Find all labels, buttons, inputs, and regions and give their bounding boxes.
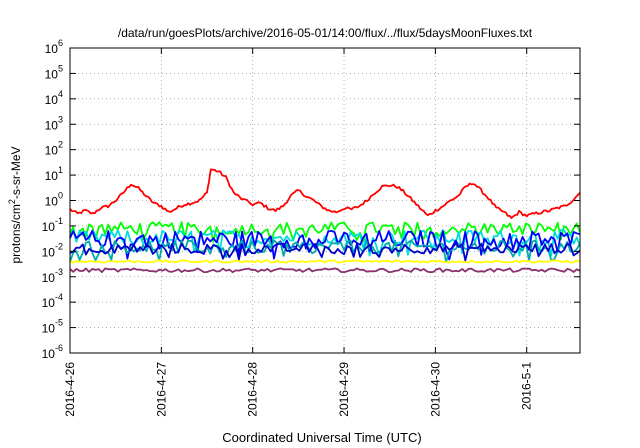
x-tick-label: 2016-5-1 [520, 362, 534, 410]
y-tick-label: 102 [45, 140, 63, 158]
series-line-6 [69, 259, 581, 264]
series-line-0 [69, 168, 581, 219]
y-tick-label: 104 [45, 89, 63, 107]
x-tick-label: 2016-4-29 [337, 362, 351, 417]
series-line-7 [69, 267, 581, 274]
x-axis-label: Coordinated Universal Time (UTC) [222, 430, 421, 445]
y-tick-label: 10-3 [42, 267, 63, 285]
x-tick-label: 2016-4-27 [154, 362, 168, 417]
grid [70, 48, 580, 353]
chart-title: /data/run/goesPlots/archive/2016-05-01/1… [118, 26, 533, 40]
x-tick-label: 2016-4-28 [246, 362, 260, 417]
y-tick-label: 101 [45, 165, 63, 183]
series-layer [69, 168, 581, 274]
y-tick-label: 100 [45, 191, 63, 209]
y-tick-label: 10-6 [42, 343, 63, 361]
y-tick-label: 105 [45, 63, 63, 81]
y-tick-label: 10-2 [42, 241, 63, 259]
series-line-3 [69, 230, 581, 261]
y-axis-label: protons/cm2-s-sr-MeV [7, 146, 23, 263]
x-tick-label: 2016-4-30 [428, 362, 442, 417]
y-tick-label: 10-4 [42, 292, 63, 310]
y-tick-label: 106 [45, 38, 63, 56]
series-line-5 [69, 242, 581, 262]
x-tick-label: 2016-4-26 [63, 362, 77, 417]
series-line-1 [69, 221, 581, 244]
y-tick-label: 10-1 [42, 216, 63, 234]
y-tick-label: 10-5 [42, 318, 63, 336]
y-tick-label: 103 [45, 114, 63, 132]
